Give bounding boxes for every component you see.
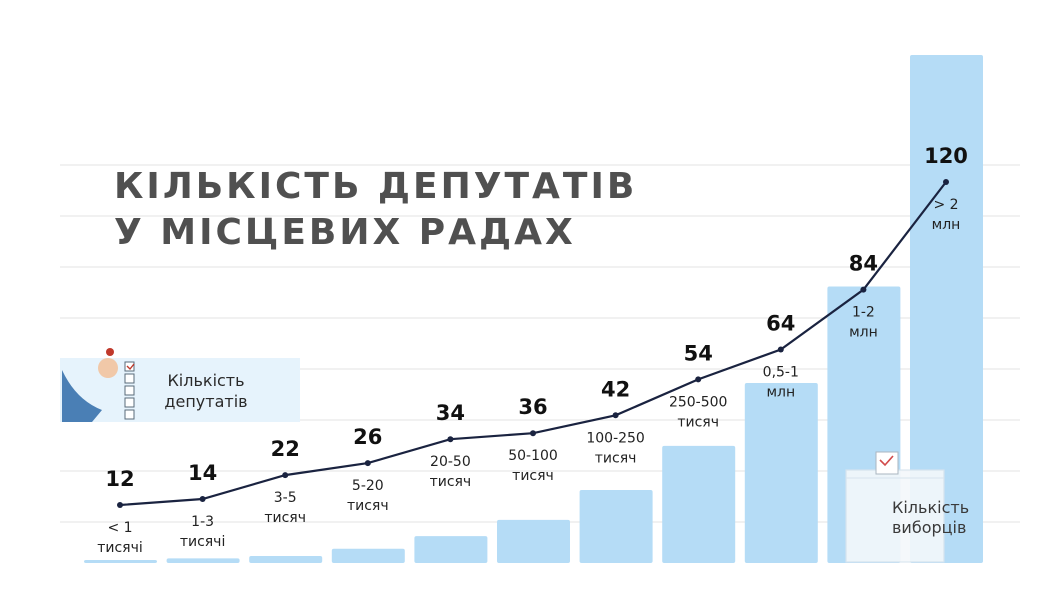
voter-bar <box>166 558 240 563</box>
voter-bar <box>84 560 157 563</box>
category-label: 1-3 <box>191 514 214 530</box>
category-label: тисячі <box>180 534 226 550</box>
category-label: 250-500 <box>669 394 728 410</box>
value-label: 14 <box>188 461 217 485</box>
data-point <box>612 412 619 419</box>
checkmark-icon <box>126 363 135 371</box>
checkbox-icon <box>124 361 135 372</box>
title-line-1: КІЛЬКІСТЬ ДЕПУТАТІВ <box>114 166 638 207</box>
category-label: тисяч <box>677 414 719 430</box>
category-label: тисяч <box>430 474 472 490</box>
category-label: млн <box>766 384 795 400</box>
value-label: 120 <box>924 144 968 168</box>
ballot-box-icon <box>845 469 945 563</box>
checkbox-icon <box>124 385 135 396</box>
category-label: тисяч <box>595 450 637 466</box>
voter-bar <box>910 55 983 563</box>
voter-bar <box>744 383 818 563</box>
category-label: < 1 <box>107 520 132 536</box>
category-label: 3-5 <box>274 490 297 506</box>
legend-voters-label: Кількість виборців <box>892 498 969 538</box>
data-point <box>282 472 289 479</box>
voter-bar <box>497 519 570 563</box>
ballot-decor <box>845 451 945 563</box>
category-label: тисяч <box>347 498 389 514</box>
voter-bar <box>249 555 323 563</box>
value-label: 64 <box>766 311 795 335</box>
data-point <box>943 179 949 185</box>
deputies-points <box>117 179 949 508</box>
value-label: 26 <box>353 425 382 449</box>
category-label: 20-50 <box>430 454 471 470</box>
checkmark-icon <box>879 455 894 467</box>
legend-deputies-label: Кількість депутатів <box>164 371 248 411</box>
category-label: млн <box>849 325 878 341</box>
category-label: 50-100 <box>508 448 558 464</box>
voter-bar <box>662 445 736 563</box>
category-label: тисяч <box>512 468 554 484</box>
voter-bar <box>579 490 653 563</box>
checkbox-icon <box>124 409 135 420</box>
value-label: 42 <box>601 377 630 401</box>
voter-bar <box>331 548 405 563</box>
category-label: 5-20 <box>352 478 384 494</box>
data-point <box>447 436 454 443</box>
checkbox-icon <box>124 373 135 384</box>
page-title: КІЛЬКІСТЬ ДЕПУТАТІВ У МІСЦЕВИХ РАДАХ <box>114 164 637 256</box>
pen-tip-icon <box>106 348 114 356</box>
category-label: тисяч <box>264 510 306 526</box>
category-label: тисячі <box>97 540 143 556</box>
data-point <box>530 430 536 437</box>
voter-bar <box>414 536 488 563</box>
checkbox-icon <box>124 397 135 408</box>
value-label: 22 <box>271 437 300 461</box>
category-label: 100-250 <box>586 430 645 446</box>
category-label: > 2 <box>933 197 958 213</box>
value-labels: 12 14 22 26 34 36 42 54 64 84 120 <box>105 144 968 491</box>
data-point <box>364 460 371 467</box>
value-label: 84 <box>849 252 878 276</box>
value-label: 36 <box>518 395 547 419</box>
data-point <box>777 346 784 353</box>
category-label: 0,5-1 <box>763 364 799 380</box>
category-label: 1-2 <box>852 305 875 321</box>
category-label: млн <box>932 217 961 233</box>
sleeve-icon <box>62 370 102 422</box>
legend-voters-line-2: виборців <box>892 518 967 537</box>
legend-voters-line-1: Кількість <box>892 498 970 517</box>
value-label: 54 <box>684 341 713 365</box>
data-point <box>860 286 867 293</box>
category-labels: < 1 тисячі 1-3 тисячі 3-5 тисяч 5-20 тисяч 20-50… <box>97 197 960 556</box>
data-point <box>117 502 123 508</box>
deputies-legend <box>60 348 300 422</box>
data-point <box>695 376 702 383</box>
value-label: 12 <box>105 467 134 491</box>
data-point <box>199 496 206 503</box>
title-line-2: У МІСЦЕВИХ РАДАХ <box>114 212 576 253</box>
hand-icon <box>98 358 118 378</box>
value-label: 34 <box>436 401 465 425</box>
